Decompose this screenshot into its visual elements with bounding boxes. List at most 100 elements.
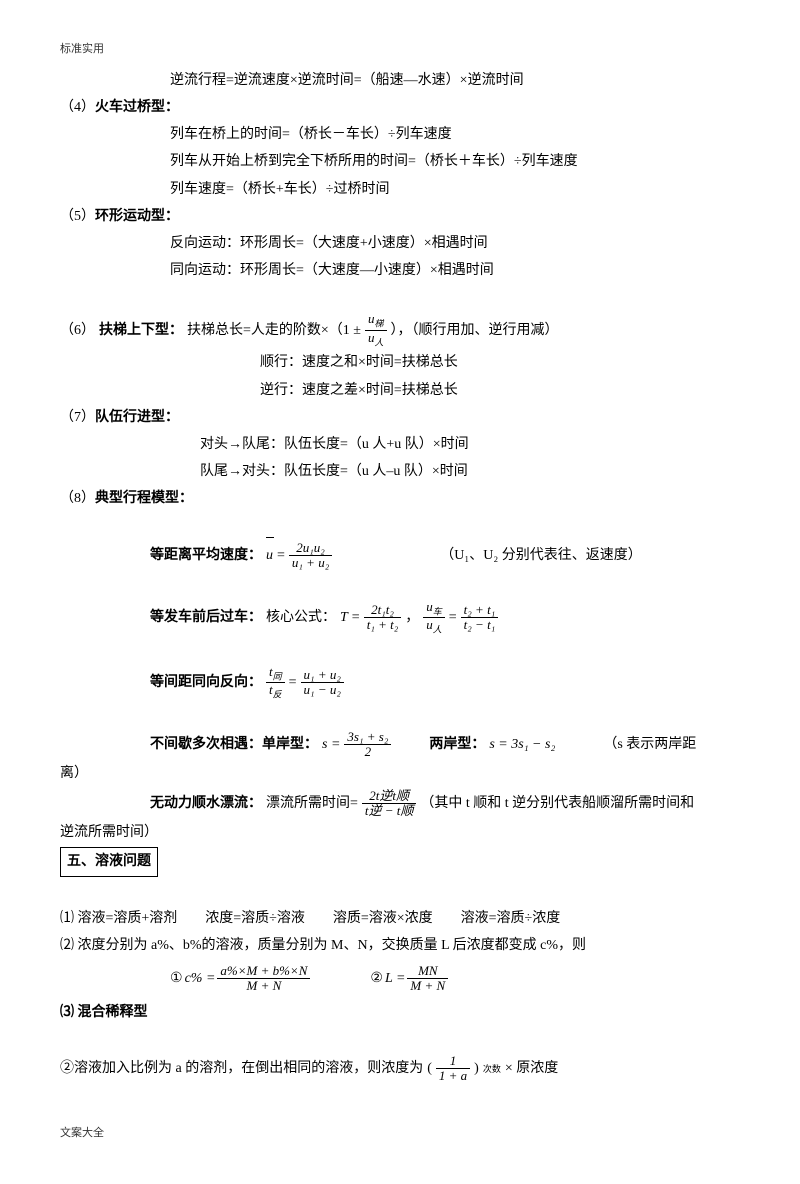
eq3: = bbox=[449, 605, 457, 630]
comma1: ， bbox=[405, 605, 419, 630]
esc-text-b: ），（顺行用加、逆行用减） bbox=[391, 318, 559, 343]
model-2: 等发车前后过车： 核心公式： T = 2t₁t₂ t₁ + t₂ ， u车 u人… bbox=[60, 600, 740, 636]
den-t2mt1: t₂ − t₁ bbox=[461, 618, 499, 632]
l-queue-2: 队尾→对头：队伍长度=（u 人–u 队）×时间 bbox=[60, 459, 740, 484]
num-1: 1 bbox=[436, 1054, 470, 1069]
num-L: MN bbox=[407, 964, 448, 979]
L-eq: L = bbox=[385, 966, 405, 991]
exp-count: 次数 bbox=[483, 1061, 501, 1077]
l-ring-2: 同向运动：环形周长=（大速度—小速度）×相遇时间 bbox=[60, 258, 740, 283]
page-footer: 文案大全 bbox=[60, 1124, 740, 1144]
l-queue-1: 对头→队尾：队伍长度=（u 人+u 队）×时间 bbox=[60, 432, 740, 457]
s-eq: s = bbox=[322, 732, 340, 757]
title-7: 队伍行进型： bbox=[95, 410, 179, 425]
num-2t1t2: 2t₁t₂ bbox=[364, 603, 402, 618]
circ1: ① bbox=[170, 966, 183, 991]
num-drift: 2t逆t顺 bbox=[362, 789, 417, 804]
num-3s: 3s₁ + s₂ bbox=[344, 730, 391, 745]
num-6: （6） bbox=[60, 318, 95, 343]
m4-note: （s 表示两岸距 bbox=[603, 732, 696, 757]
num-5: （5） bbox=[60, 209, 95, 224]
frac-drift: 2t逆t顺 t逆 − t顺 bbox=[362, 789, 417, 819]
frac-ttong-tfan: t同 t反 bbox=[266, 665, 285, 701]
sol-1: ⑴ 溶液=溶质+溶剂 浓度=溶质÷溶液 溶质=溶液×浓度 溶液=溶质÷浓度 bbox=[60, 906, 740, 931]
paren-l: ( bbox=[427, 1056, 432, 1081]
title-8: 典型行程模型： bbox=[95, 491, 193, 506]
den-c: M + N bbox=[217, 979, 310, 993]
sub-ren2: 人 bbox=[433, 625, 442, 635]
frac-2u1u2: 2u₁u₂ u₁ + u₂ bbox=[289, 541, 332, 571]
l-bridge-3: 列车速度=（桥长+车长）÷过桥时间 bbox=[60, 177, 740, 202]
esc-text-a: 扶梯总长=人走的阶数×（1 ± bbox=[187, 318, 361, 343]
num-upm: u₁ + u₂ bbox=[301, 668, 344, 683]
model-3: 等间距同向反向： t同 t反 = u₁ + u₂ u₁ − u₂ bbox=[60, 665, 740, 701]
box-title-5: 五、溶液问题 bbox=[60, 847, 158, 876]
sol-formulas: ① c% = a%×M + b%×N M + N ② L = MN M + N bbox=[170, 964, 740, 994]
num-t2pt1: t₂ + t₁ bbox=[461, 603, 499, 618]
model-1: 等距离平均速度： u = 2u₁u₂ u₁ + u₂ （U₁、U₂ 分别代表往、… bbox=[60, 541, 740, 571]
line-upstream: 逆流行程=逆流速度×逆流时间=（船速—水速）×逆流时间 bbox=[60, 68, 740, 93]
m1-note: （U₁、U₂ 分别代表往、返速度） bbox=[440, 543, 641, 568]
u-bar-sym: u bbox=[266, 548, 273, 563]
m1-label: 等距离平均速度： bbox=[150, 543, 262, 568]
frac-t2t1: t₂ + t₁ t₂ − t₁ bbox=[461, 603, 499, 633]
sub-ren: 人 bbox=[374, 338, 383, 348]
den-u1pu2: u₁ + u₂ bbox=[289, 556, 332, 570]
eq2: = bbox=[352, 605, 360, 630]
frac-uti-uren: u梯 u人 bbox=[365, 312, 387, 348]
den-t1pt2: t₁ + t₂ bbox=[364, 618, 402, 632]
formula-L: ② L = MN M + N bbox=[370, 964, 448, 994]
frac-T: 2t₁t₂ t₁ + t₂ bbox=[364, 603, 402, 633]
den-drift: t逆 − t顺 bbox=[362, 804, 417, 818]
m2-core: 核心公式： bbox=[266, 605, 336, 630]
sol-3: ⑶ 混合稀释型 bbox=[60, 1000, 740, 1025]
title-6: 扶梯上下型： bbox=[99, 318, 183, 343]
s-eq-b: s = 3s₁ − s₂ bbox=[489, 732, 555, 757]
den-1pa: 1 + a bbox=[436, 1069, 470, 1083]
frac-1-1pa: 1 1 + a bbox=[436, 1054, 470, 1084]
m5-note: （其中 t 顺和 t 逆分别代表船顺溜所需时间和 bbox=[420, 791, 694, 816]
sub-tong: 同 bbox=[273, 671, 282, 681]
sol-2: ⑵ 浓度分别为 a%、b%的溶液，质量分别为 M、N，交换质量 L 后浓度都变成… bbox=[60, 933, 740, 958]
model-4: 不间歇多次相遇：单岸型： s = 3s₁ + s₂ 2 两岸型： s = 3s₁… bbox=[60, 730, 740, 760]
num-7: （7） bbox=[60, 410, 95, 425]
m5-note2: 逆流所需时间） bbox=[60, 820, 740, 845]
eq1: = bbox=[277, 543, 285, 568]
frac-c: a%×M + b%×N M + N bbox=[217, 964, 310, 994]
section-6: （6）扶梯上下型： 扶梯总长=人走的阶数×（1 ± u梯 u人 ），（顺行用加、… bbox=[60, 312, 740, 348]
section-7: （7）队伍行进型： bbox=[60, 405, 740, 430]
m4-note2: 离） bbox=[60, 761, 740, 786]
num-4: （4） bbox=[60, 100, 95, 115]
section-8: （8）典型行程模型： bbox=[60, 486, 740, 511]
u-bar: u bbox=[266, 543, 273, 568]
sub-ti: 梯 bbox=[374, 319, 383, 329]
sol4-b: × 原浓度 bbox=[505, 1056, 558, 1081]
title-4: 火车过桥型： bbox=[95, 100, 179, 115]
model-5: 无动力顺水漂流： 漂流所需时间= 2t逆t顺 t逆 − t顺 （其中 t 顺和 … bbox=[60, 789, 740, 819]
num-c: a%×M + b%×N bbox=[217, 964, 310, 979]
m5-label: 无动力顺水漂流： bbox=[150, 791, 262, 816]
paren-r: ) bbox=[474, 1056, 479, 1081]
den-umm: u₁ − u₂ bbox=[301, 683, 344, 697]
m4-label: 不间歇多次相遇：单岸型： bbox=[150, 732, 318, 757]
title-5: 环形运动型： bbox=[95, 209, 179, 224]
frac-L: MN M + N bbox=[407, 964, 448, 994]
l-esc-1: 顺行：速度之和×时间=扶梯总长 bbox=[60, 350, 740, 375]
frac-u1u2-ratio: u₁ + u₂ u₁ − u₂ bbox=[301, 668, 344, 698]
m5-mid: 漂流所需时间= bbox=[266, 791, 358, 816]
page-header: 标准实用 bbox=[60, 40, 740, 60]
c-eq: c% = bbox=[185, 966, 216, 991]
l-ring-1: 反向运动：环形周长=（大速度+小速度）×相遇时间 bbox=[60, 231, 740, 256]
frac-3s1ps2: 3s₁ + s₂ 2 bbox=[344, 730, 391, 760]
sub-fan: 反 bbox=[273, 690, 282, 700]
T-sym: T bbox=[340, 605, 348, 630]
eq4: = bbox=[289, 670, 297, 695]
section-5-box: 五、溶液问题 bbox=[60, 847, 740, 876]
section-4: （4）火车过桥型： bbox=[60, 95, 740, 120]
num-8: （8） bbox=[60, 491, 95, 506]
sol4-a: ②溶液加入比例为 a 的溶剂，在倒出相同的溶液，则浓度为 bbox=[60, 1056, 423, 1081]
l-bridge-2: 列车从开始上桥到完全下桥所用的时间=（桥长＋车长）÷列车速度 bbox=[60, 149, 740, 174]
frac-uche-uren: u车 u人 bbox=[423, 600, 445, 636]
m3-label: 等间距同向反向： bbox=[150, 670, 262, 695]
l-esc-2: 逆行：速度之差×时间=扶梯总长 bbox=[60, 378, 740, 403]
